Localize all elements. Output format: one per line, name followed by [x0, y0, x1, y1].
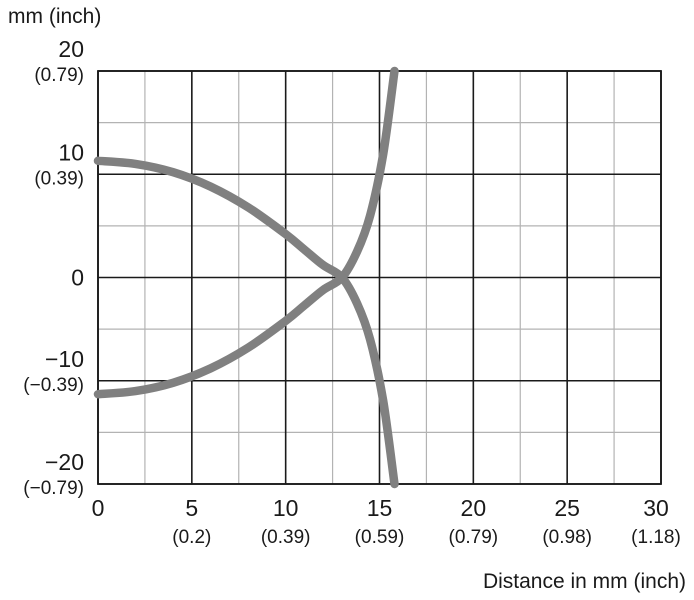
x-tick-sublabel: (0.2) — [172, 527, 211, 548]
y-axis-title: mm (inch) — [8, 5, 101, 28]
y-tick-sublabel: (0.79) — [34, 65, 84, 86]
x-tick-label: 0 — [92, 495, 105, 521]
x-tick-sublabel: (0.59) — [355, 527, 405, 548]
y-tick-label: 10 — [58, 139, 84, 165]
x-tick-labels: 0 5 (0.2) 10 (0.39) 15 (0.59) 20 (0.79) 25 (0.98) 3… — [92, 495, 681, 548]
y-tick-labels: 20 (0.79) 10 (0.39) 0 −10 (−0.39) −20 (−0.79) — [23, 36, 84, 499]
y-tick-label: −10 — [45, 346, 84, 372]
x-tick-label: 20 — [461, 495, 487, 521]
y-tick-sublabel: (−0.39) — [23, 375, 84, 396]
curve-2 — [93, 66, 399, 399]
y-tick-label: −20 — [45, 449, 84, 475]
x-tick-label: 30 — [643, 495, 669, 521]
curves — [93, 66, 399, 489]
y-tick-sublabel: (0.39) — [34, 168, 84, 189]
y-tick-label: 20 — [58, 36, 84, 62]
x-tick-label: 10 — [273, 495, 299, 521]
x-tick-label: 5 — [185, 495, 198, 521]
x-tick-sublabel: (0.79) — [449, 527, 499, 548]
curve-1 — [93, 156, 399, 489]
x-tick-label: 15 — [367, 495, 393, 521]
x-tick-sublabel: (1.18) — [631, 527, 681, 548]
y-tick-sublabel: (−0.79) — [23, 478, 84, 499]
x-tick-sublabel: (0.39) — [261, 527, 311, 548]
x-axis-title: Distance in mm (inch) — [483, 570, 686, 593]
y-tick-label: 0 — [71, 265, 84, 291]
x-tick-sublabel: (0.98) — [542, 527, 592, 548]
plot-frame — [97, 70, 662, 485]
major-grid — [97, 70, 662, 485]
x-tick-label: 25 — [554, 495, 580, 521]
